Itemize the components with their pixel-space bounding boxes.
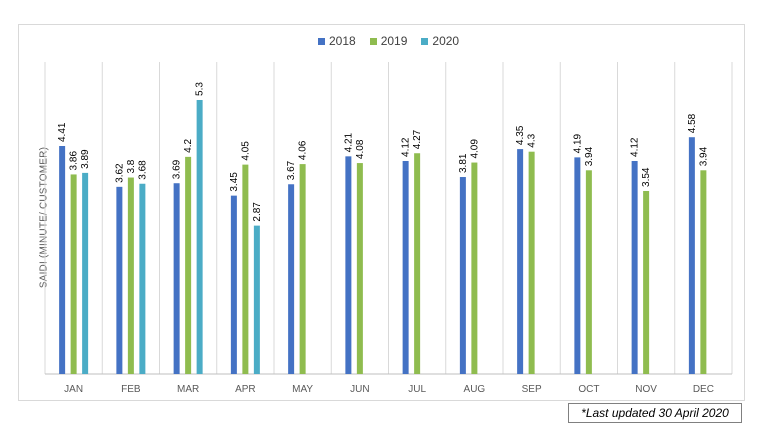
- data-label: 3.94: [698, 146, 709, 166]
- bar-2018-sep: [517, 149, 524, 374]
- data-label: 5.3: [195, 82, 206, 96]
- x-tick-label: MAR: [177, 384, 199, 395]
- data-label: 4.2: [183, 139, 194, 153]
- bar-2018-jan: [59, 146, 66, 374]
- data-label: 4.27: [412, 129, 423, 149]
- legend-swatch-2020: [421, 37, 429, 45]
- bar-2018-oct: [574, 157, 581, 374]
- data-label: 3.68: [137, 160, 148, 180]
- legend-label-2019: 2019: [380, 34, 408, 48]
- bar-2018-may: [288, 184, 295, 374]
- x-tick-label: JUN: [350, 384, 369, 395]
- legend: 2018 2019 2020: [318, 34, 459, 48]
- data-label: 2.87: [252, 202, 263, 222]
- x-tick-label: JUL: [408, 384, 426, 395]
- bar-2019-jan: [70, 174, 77, 374]
- bar-2019-may: [299, 164, 306, 374]
- data-label: 4.12: [630, 137, 641, 157]
- chart-frame: [18, 24, 745, 401]
- bar-2019-apr: [242, 164, 249, 374]
- legend-item-2018: 2018: [318, 34, 356, 48]
- legend-label-2020: 2020: [432, 34, 460, 48]
- data-label: 3.54: [641, 167, 652, 187]
- data-label: 4.08: [355, 139, 366, 159]
- x-tick-label: OCT: [578, 384, 599, 395]
- bar-2019-dec: [700, 170, 707, 374]
- bar-2019-feb: [127, 177, 134, 374]
- bar-2019-oct: [585, 170, 592, 374]
- bar-2018-nov: [631, 160, 638, 374]
- bar-2020-mar: [196, 99, 203, 375]
- legend-swatch-2019: [369, 37, 377, 45]
- data-label: 4.21: [343, 132, 354, 152]
- x-tick-label: SEP: [522, 384, 542, 395]
- data-label: 3.69: [172, 159, 183, 179]
- data-label: 3.67: [286, 160, 297, 180]
- data-label: 4.05: [240, 141, 251, 161]
- data-label: 3.8: [126, 159, 137, 173]
- legend-label-2018: 2018: [329, 34, 356, 48]
- x-tick-label: DEC: [693, 384, 714, 395]
- bar-2019-sep: [528, 151, 535, 374]
- bar-2020-feb: [139, 183, 146, 374]
- bar-2020-jan: [82, 172, 89, 374]
- data-label: 3.81: [458, 153, 469, 173]
- bar-2018-aug: [459, 177, 466, 374]
- data-label: 4.09: [469, 139, 480, 159]
- bar-2019-nov: [643, 190, 650, 374]
- data-label: 3.45: [229, 172, 240, 192]
- bar-2018-mar: [173, 183, 180, 374]
- bar-2018-apr: [230, 195, 237, 374]
- bar-2019-mar: [185, 156, 192, 374]
- x-tick-label: AUG: [464, 384, 486, 395]
- legend-item-2019: 2019: [369, 34, 408, 48]
- legend-swatch-2018: [318, 37, 325, 45]
- x-tick-label: APR: [235, 384, 256, 395]
- bar-2019-jun: [356, 163, 363, 374]
- bar-2018-jul: [402, 160, 409, 374]
- bar-2018-dec: [688, 137, 695, 374]
- data-label: 3.94: [584, 146, 595, 166]
- data-label: 4.41: [57, 122, 68, 142]
- last-updated-note: *Last updated 30 April 2020: [568, 403, 742, 423]
- x-tick-label: NOV: [635, 384, 657, 395]
- bar-2019-jul: [414, 153, 421, 374]
- data-label: 4.35: [515, 125, 526, 145]
- bar-2019-aug: [471, 162, 478, 374]
- data-label: 4.12: [401, 137, 412, 157]
- data-label: 4.19: [572, 133, 583, 153]
- x-tick-label: FEB: [121, 384, 141, 395]
- x-tick-label: JAN: [64, 384, 83, 395]
- x-tick-label: MAY: [292, 384, 313, 395]
- data-label: 4.06: [298, 140, 309, 160]
- legend-item-2020: 2020: [421, 34, 459, 48]
- data-label: 3.86: [69, 151, 80, 171]
- data-label: 3.62: [114, 163, 125, 183]
- data-label: 4.3: [527, 133, 538, 147]
- data-label: 3.89: [80, 149, 91, 169]
- bar-2018-feb: [116, 186, 123, 374]
- bar-2018-jun: [345, 156, 352, 374]
- bar-2020-apr: [253, 225, 260, 374]
- data-label: 4.58: [687, 113, 698, 133]
